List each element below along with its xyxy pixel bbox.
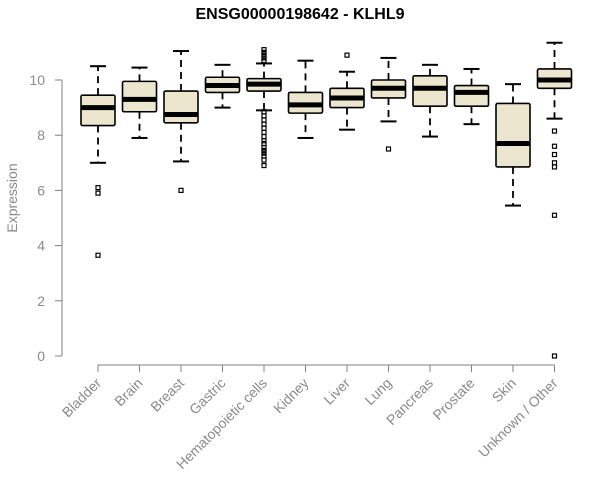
x-tick-label: Lung <box>361 375 394 408</box>
outlier-point <box>95 190 101 196</box>
x-tick-label: Bladder <box>59 375 105 421</box>
outlier-point <box>261 162 267 169</box>
outlier-point <box>261 58 267 64</box>
outlier-point <box>261 117 267 123</box>
outlier-point <box>261 55 267 61</box>
outlier-point <box>261 129 267 136</box>
box <box>495 102 531 168</box>
outlier-point <box>261 121 267 127</box>
outlier-point <box>261 49 267 56</box>
y-tick-label: 2 <box>37 293 45 309</box>
outlier-point <box>261 147 267 153</box>
outlier-point <box>551 353 558 359</box>
outlier-point <box>95 185 101 191</box>
outlier-point <box>261 52 267 58</box>
outlier-point <box>261 133 267 140</box>
outlier-point <box>551 128 558 134</box>
outlier-point <box>261 138 267 144</box>
box <box>163 90 199 124</box>
outlier-point <box>261 153 267 159</box>
y-tick-label: 4 <box>37 238 45 254</box>
outlier-point <box>261 150 267 156</box>
x-tick-label: Kidney <box>270 375 312 417</box>
box <box>121 80 158 113</box>
outlier-point <box>95 252 101 258</box>
outlier-point <box>261 140 267 147</box>
outlier-point <box>551 151 558 158</box>
outlier-point <box>261 47 267 53</box>
y-tick-label: 6 <box>37 182 45 198</box>
x-tick-label: Prostate <box>429 375 477 423</box>
x-tick-label: Brain <box>111 375 145 409</box>
outlier-point <box>385 146 392 152</box>
y-tick-label: 0 <box>37 348 45 364</box>
x-tick-label: Breast <box>147 375 187 415</box>
box <box>453 84 490 108</box>
outlier-point <box>261 125 267 131</box>
outlier-point <box>344 52 350 58</box>
box <box>412 75 448 108</box>
x-tick-label: Skin <box>489 375 520 406</box>
outlier-point <box>551 160 558 166</box>
chart-title: ENSG00000198642 - KLHL9 <box>195 6 405 23</box>
x-tick-label: Liver <box>320 375 353 408</box>
outlier-point <box>261 113 267 119</box>
y-tick-label: 8 <box>37 127 45 143</box>
box <box>80 94 116 127</box>
outlier-point <box>178 187 184 193</box>
outlier-point <box>551 164 558 170</box>
outlier-point <box>551 212 558 218</box>
outlier-point <box>261 157 267 163</box>
outlier-point <box>261 145 267 151</box>
y-tick-label: 10 <box>29 72 45 88</box>
x-tick-label: Unknown / Other <box>475 375 561 461</box>
outlier-point <box>261 109 267 115</box>
outlier-point <box>551 143 558 149</box>
